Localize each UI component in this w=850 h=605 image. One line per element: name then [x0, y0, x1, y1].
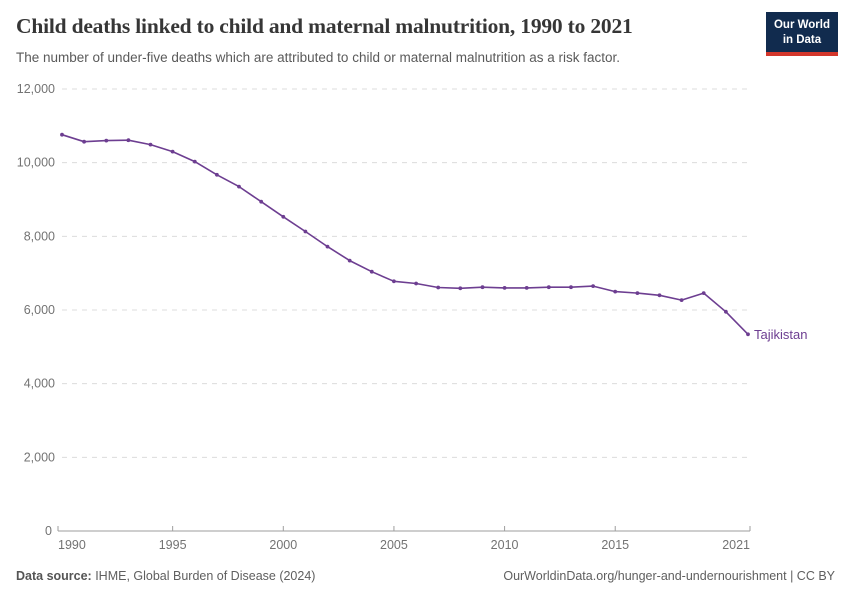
x-tick-label: 1995 [159, 538, 187, 552]
y-tick-label: 4,000 [24, 377, 55, 391]
data-point[interactable] [613, 289, 618, 294]
data-point[interactable] [104, 138, 109, 143]
data-point[interactable] [126, 138, 131, 143]
data-point[interactable] [679, 298, 684, 302]
x-tick-label: 1990 [58, 538, 86, 552]
data-point[interactable] [480, 285, 485, 290]
data-point[interactable] [502, 286, 507, 290]
chart-subtitle: The number of under-five deaths which ar… [16, 50, 621, 65]
data-source: Data source: IHME, Global Burden of Dise… [16, 569, 315, 583]
data-source-label: Data source: [16, 569, 96, 583]
data-point[interactable] [524, 286, 529, 290]
data-point[interactable] [281, 214, 286, 219]
data-point[interactable] [569, 285, 573, 290]
y-tick-label: 12,000 [17, 82, 55, 96]
data-point[interactable] [215, 172, 219, 177]
y-tick-label: 10,000 [17, 156, 55, 170]
chart-footer: Data source: IHME, Global Burden of Dise… [16, 569, 835, 583]
data-point[interactable] [746, 332, 750, 337]
data-point[interactable] [60, 132, 64, 137]
trend-line [61, 133, 749, 336]
data-point[interactable] [170, 149, 175, 154]
owid-citation-link[interactable]: OurWorldinData.org/hunger-and-undernouri… [503, 569, 835, 583]
data-point[interactable] [392, 279, 396, 284]
data-point[interactable] [635, 291, 640, 295]
data-point[interactable] [303, 229, 308, 234]
data-point[interactable] [591, 284, 595, 288]
data-point[interactable] [325, 244, 330, 249]
data-point[interactable] [657, 293, 662, 298]
data-point[interactable] [192, 159, 197, 164]
series-end-label: Tajikistan [754, 327, 807, 342]
data-point[interactable] [347, 258, 352, 263]
data-point[interactable] [148, 142, 153, 147]
x-tick-label: 2015 [601, 538, 629, 552]
x-tick-label: 2000 [269, 538, 297, 552]
data-point[interactable] [458, 286, 463, 291]
data-source-text: IHME, Global Burden of Disease (2024) [95, 569, 316, 583]
data-point[interactable] [701, 291, 706, 295]
data-point[interactable] [546, 285, 551, 290]
y-tick-label: 2,000 [24, 450, 55, 464]
x-tick-label: 2005 [380, 538, 408, 552]
y-tick-label: 0 [45, 524, 52, 538]
page-title: Child deaths linked to child and materna… [16, 14, 633, 38]
owid-logo-line1: Our World [773, 19, 830, 31]
data-point[interactable] [724, 309, 728, 314]
data-point[interactable] [82, 139, 86, 144]
y-tick-label: 6,000 [24, 303, 55, 317]
y-tick-label: 8,000 [24, 229, 55, 243]
owid-logo[interactable]: Our World in Data [765, 12, 838, 56]
data-point[interactable] [414, 281, 418, 286]
data-point[interactable] [369, 269, 374, 274]
x-tick-label: 2021 [722, 538, 750, 552]
owid-logo-line2: in Data [782, 33, 822, 46]
x-tick-label: 2010 [491, 538, 519, 552]
data-point[interactable] [237, 184, 241, 189]
data-point[interactable] [436, 285, 441, 290]
data-point[interactable] [259, 199, 264, 204]
